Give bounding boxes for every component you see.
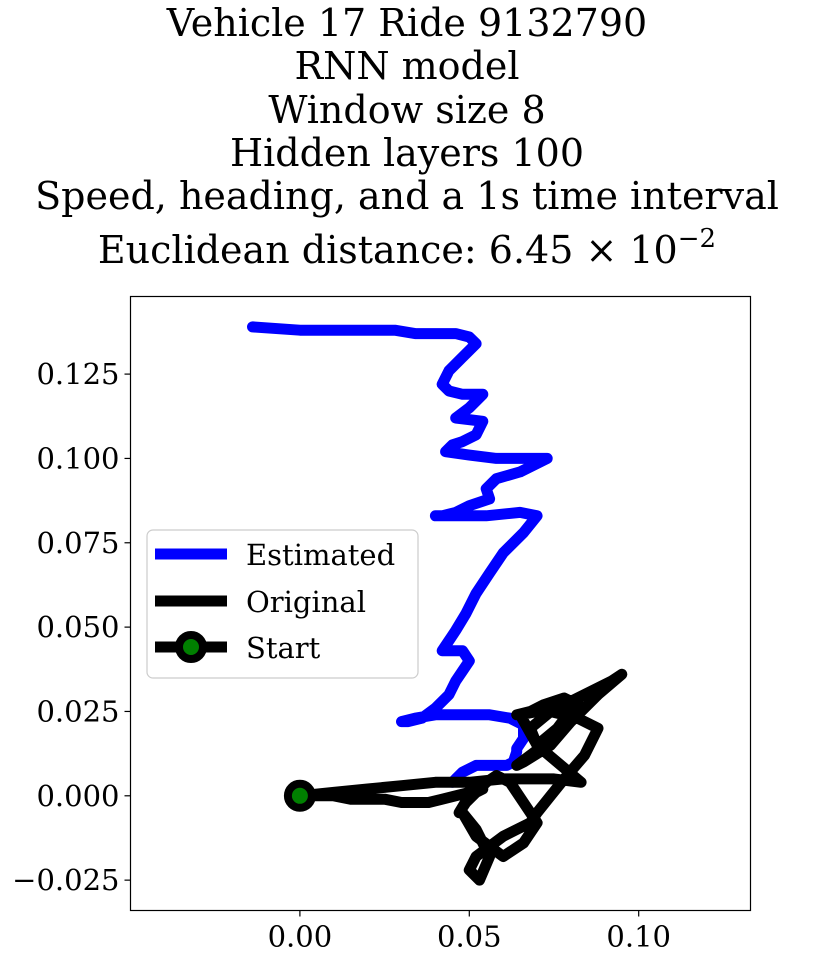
series-estimated-line xyxy=(247,321,553,788)
x-axis: 0.00 0.05 0.10 xyxy=(268,910,671,954)
legend: Estimated Original Start xyxy=(146,529,419,679)
title-line-3: Window size 8 xyxy=(268,87,546,132)
series-original-line xyxy=(294,668,628,886)
y-tick-label: 0.125 xyxy=(36,357,119,391)
x-tick-label: 0.10 xyxy=(606,920,671,954)
title-exponent: −2 xyxy=(677,224,717,255)
x-tick-label: 0.05 xyxy=(437,920,502,954)
chart-title: Vehicle 17 Ride 9132790 RNN model Window… xyxy=(0,1,814,273)
y-tick-label: 0.100 xyxy=(36,441,119,475)
title-line-2: RNN model xyxy=(294,44,520,89)
legend-box xyxy=(146,529,419,679)
legend-start-marker xyxy=(175,631,207,663)
y-tick-label: 0.025 xyxy=(36,694,119,728)
title-line-6-text: Euclidean distance: 6.45 × 10 xyxy=(97,228,678,273)
y-tick-label: 0.000 xyxy=(36,779,119,813)
legend-start-label: Start xyxy=(246,631,321,665)
x-tick-label: 0.00 xyxy=(268,920,333,954)
title-line-1: Vehicle 17 Ride 9132790 xyxy=(166,1,648,45)
start-marker xyxy=(283,779,316,812)
title-line-6: Euclidean distance: 6.45 × 10−2 xyxy=(0,218,814,272)
y-tick-label: 0.050 xyxy=(36,610,119,644)
y-tick-label: −0.025 xyxy=(12,863,119,897)
title-line-5: Speed, heading, and a 1s time interval xyxy=(35,174,779,219)
y-axis: −0.025 0.000 0.025 0.050 0.075 0.100 0.125 xyxy=(12,357,131,897)
plot-lines xyxy=(247,321,628,886)
plot-frame xyxy=(129,295,752,912)
legend-estimated-label: Estimated xyxy=(246,538,395,572)
legend-original-label: Original xyxy=(246,585,366,619)
title-line-4: Hidden layers 100 xyxy=(229,130,585,175)
y-tick-label: 0.075 xyxy=(36,526,119,560)
